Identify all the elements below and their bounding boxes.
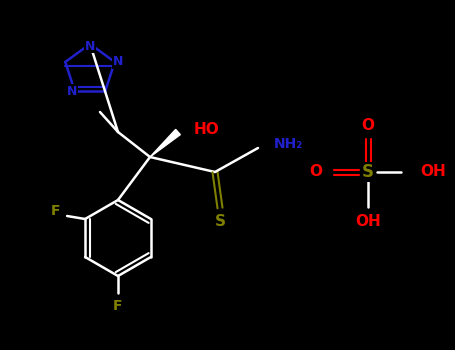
Text: F: F	[51, 204, 60, 218]
Text: N: N	[66, 85, 77, 98]
Text: HO: HO	[194, 121, 220, 136]
Text: S: S	[362, 163, 374, 181]
Text: S: S	[214, 215, 226, 230]
Text: O: O	[362, 119, 374, 133]
Text: F: F	[113, 299, 123, 313]
Text: N: N	[112, 55, 123, 69]
Text: OH: OH	[355, 215, 381, 230]
Text: O: O	[309, 164, 323, 180]
Polygon shape	[150, 130, 180, 157]
Text: NH₂: NH₂	[274, 137, 303, 151]
Text: N: N	[85, 40, 95, 52]
Text: OH: OH	[420, 164, 446, 180]
